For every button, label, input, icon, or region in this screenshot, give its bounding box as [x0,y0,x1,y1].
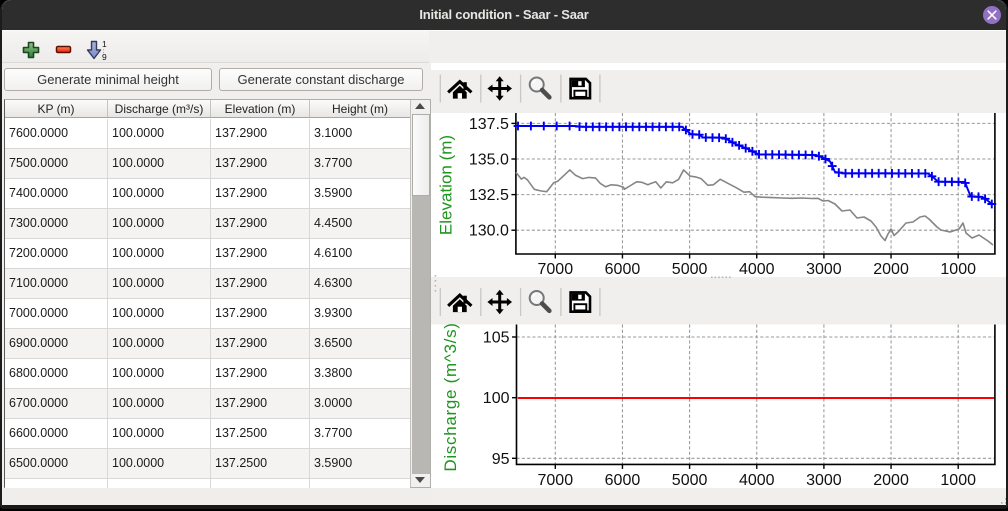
svg-text:95: 95 [492,451,510,468]
svg-text:6000: 6000 [605,261,641,278]
svg-text:130.0: 130.0 [469,223,509,240]
svg-text:3000: 3000 [806,261,842,278]
svg-text:4000: 4000 [739,472,775,489]
svg-text::: : [103,49,105,55]
svg-text:2000: 2000 [873,472,909,489]
svg-text:5000: 5000 [672,261,708,278]
svg-text:105: 105 [483,330,510,347]
svg-text:1: 1 [102,39,107,49]
svg-text:1000: 1000 [940,472,976,489]
svg-text:100: 100 [483,390,510,407]
svg-text:Discharge (m^3/s): Discharge (m^3/s) [441,322,460,471]
svg-text:1000: 1000 [940,261,976,278]
svg-text:137.5: 137.5 [469,116,509,133]
svg-text:4000: 4000 [739,261,775,278]
svg-text:7000: 7000 [538,472,574,489]
svg-text:2000: 2000 [873,261,909,278]
svg-text:3000: 3000 [806,472,842,489]
svg-text:Elevation (m): Elevation (m) [437,135,456,235]
svg-text:132.5: 132.5 [469,187,509,204]
svg-text:5000: 5000 [672,472,708,489]
svg-text:9: 9 [102,52,107,62]
svg-text:6000: 6000 [605,472,641,489]
svg-text:135.0: 135.0 [469,152,509,169]
svg-text:7000: 7000 [538,261,574,278]
